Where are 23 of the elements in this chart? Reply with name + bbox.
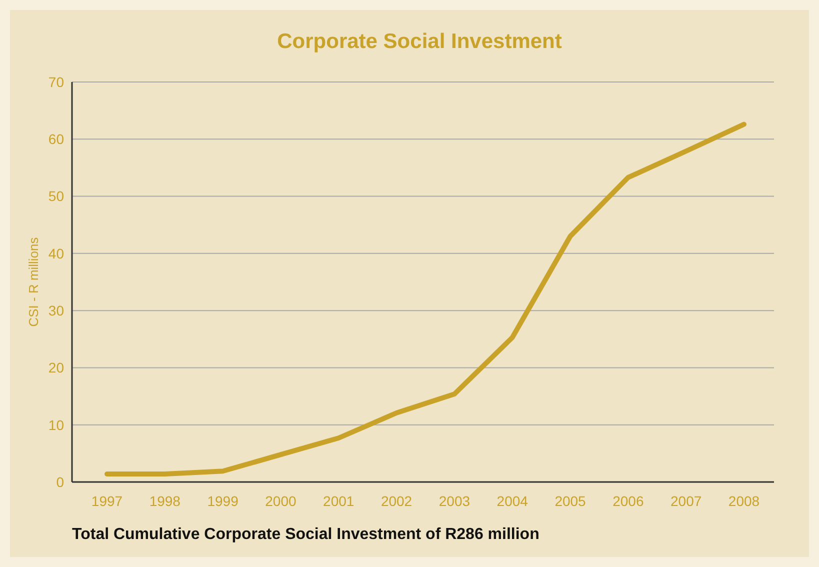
y-tick-label: 70 xyxy=(48,74,64,90)
y-tick-label: 40 xyxy=(48,245,64,262)
text: Total Cumulative Corporate Social Investment of R286 million xyxy=(72,526,540,543)
x-tick-label: 2005 xyxy=(554,493,586,509)
x-tick-label: 2008 xyxy=(728,493,760,509)
y-tick-label: 60 xyxy=(48,131,64,148)
x-tick-label: 1997 xyxy=(91,493,123,509)
y-tick-label: 10 xyxy=(48,416,64,433)
x-tick-label: 2001 xyxy=(323,493,354,509)
x-tick-label: 2004 xyxy=(496,493,528,509)
x-tick-label: 2006 xyxy=(612,493,644,509)
x-tick-label: 2002 xyxy=(380,493,412,509)
y-tick-label: 30 xyxy=(48,302,64,318)
y-tick-label: 0 xyxy=(56,474,64,490)
y-tick-label: 20 xyxy=(48,360,64,376)
x-tick-label: 1998 xyxy=(149,493,181,509)
y-axis-title: CSI - R millions xyxy=(26,236,41,327)
x-tick-label: 2000 xyxy=(265,493,297,509)
chart-title: Corporate Social Investment xyxy=(277,30,562,53)
x-tick-label: 2007 xyxy=(670,493,702,509)
x-tick-label: 1999 xyxy=(207,493,239,509)
y-tick-label: 50 xyxy=(48,188,64,204)
x-tick-label: 2003 xyxy=(438,493,470,509)
